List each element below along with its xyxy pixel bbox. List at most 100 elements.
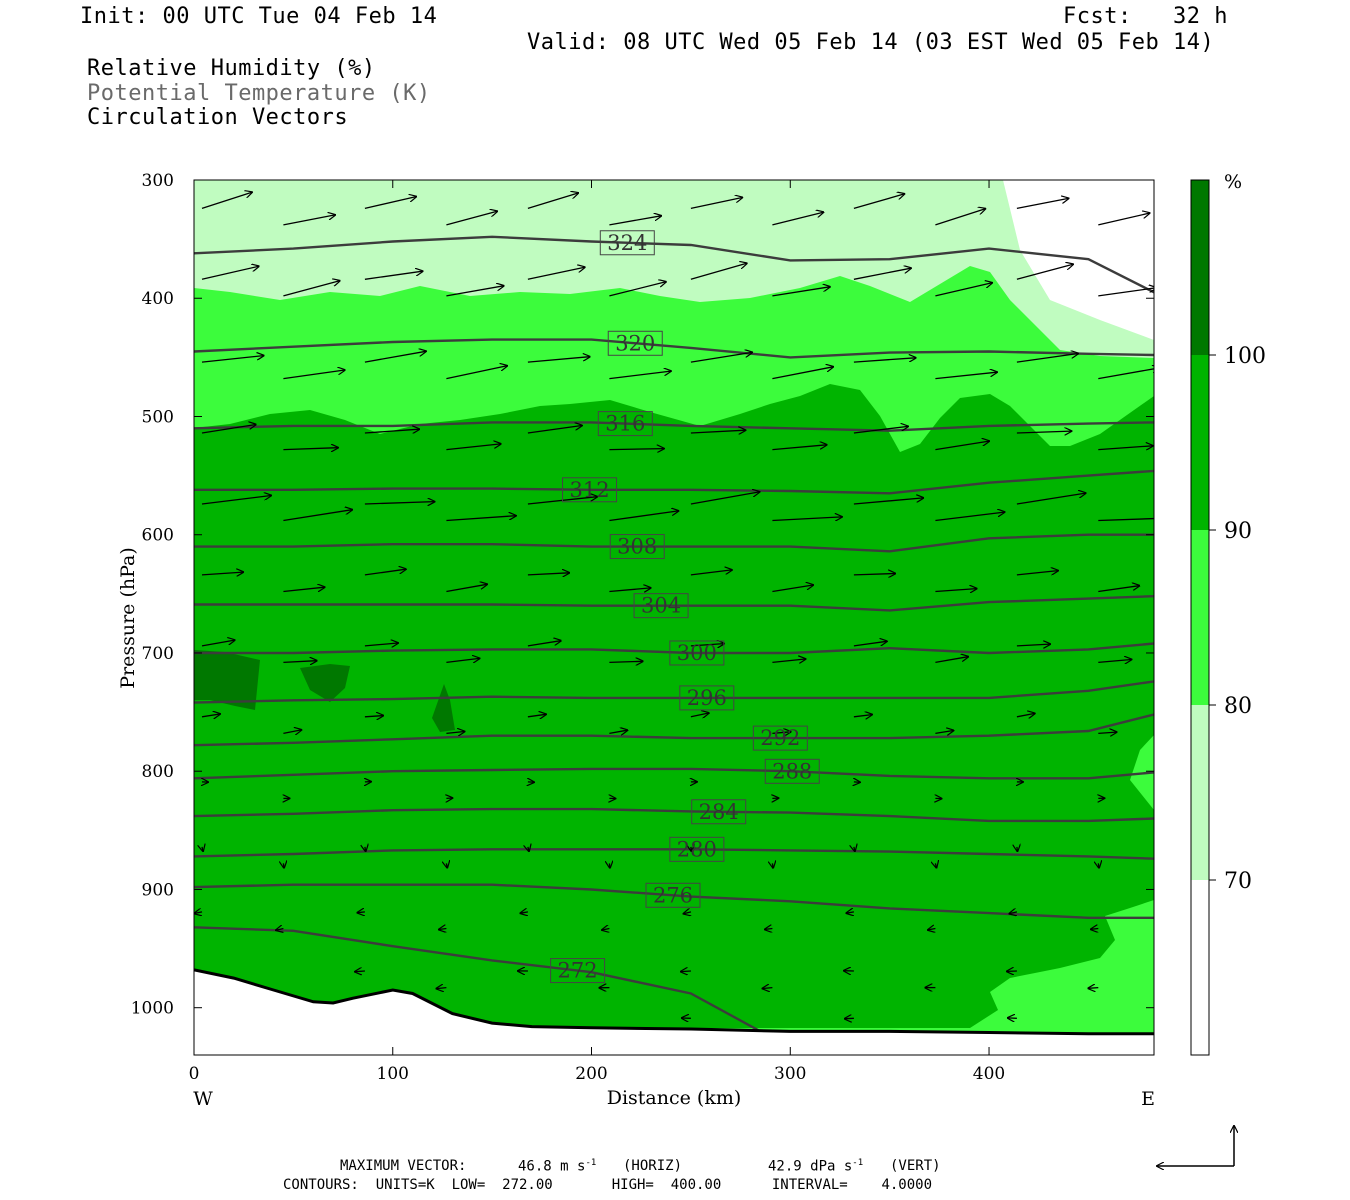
circulation-vector — [772, 212, 823, 226]
theta-label-280: 280 — [677, 837, 717, 861]
circulation-vector — [1098, 368, 1154, 380]
theta-contour-300 — [194, 642, 1154, 655]
y-axis-label: Pressure (hPa) — [117, 547, 139, 689]
colorbar-frame — [1190, 179, 1210, 1056]
circulation-vector — [853, 194, 904, 210]
circulation-vector — [364, 197, 416, 210]
theta-label-box-284 — [691, 799, 747, 825]
circulation-vector — [528, 847, 529, 851]
colorbar-label-90: 90 — [1224, 519, 1252, 544]
y-tick-label-800: 800 — [142, 762, 174, 782]
colorbar-label-70: 70 — [1224, 869, 1252, 894]
colorbar-band-80-90 — [1191, 530, 1209, 705]
circulation-vector — [765, 929, 773, 930]
circulation-vector — [1098, 517, 1154, 522]
circulation-vector — [853, 358, 916, 363]
theta-label-box-304 — [633, 593, 689, 619]
circulation-vector — [772, 585, 813, 593]
theta-label-box-324 — [599, 230, 655, 256]
circulation-vector — [609, 588, 650, 592]
circulation-vector — [527, 193, 578, 210]
theta-contour-292 — [194, 713, 1154, 747]
colorbar-band-70-80 — [1191, 705, 1209, 880]
circulation-vector — [935, 441, 989, 451]
circulation-vector — [283, 370, 344, 380]
circulation-vector — [1010, 912, 1017, 914]
init-time: Init: 00 UTC Tue 04 Feb 14 — [80, 4, 438, 29]
y-tick-label-600: 600 — [142, 526, 174, 546]
circulation-vector — [690, 352, 752, 363]
circulation-vector — [853, 715, 872, 717]
circulation-vector — [283, 215, 335, 226]
x-tick-label-100: 100 — [377, 1064, 409, 1084]
circulation-vector — [364, 716, 383, 717]
circulation-vector — [681, 971, 691, 972]
theta-label-box-272 — [550, 958, 606, 984]
y-tick-label-300: 300 — [142, 171, 174, 191]
reference-vector — [1157, 1126, 1234, 1166]
circulation-vector — [364, 569, 406, 576]
rh-100-region-c — [432, 684, 455, 732]
theta-label-box-300 — [669, 640, 725, 666]
theta-label-box-288 — [764, 758, 820, 784]
x-tick-label-0: 0 — [189, 1064, 200, 1084]
rh-colorbar: % 70 80 90 100 — [1190, 171, 1266, 1056]
valid-time: Valid: 08 UTC Wed 05 Feb 14 (03 EST Wed … — [527, 30, 1215, 55]
circulation-vector — [201, 714, 220, 717]
circulation-vector — [283, 730, 301, 734]
theta-label-box-316 — [597, 411, 653, 437]
circulation-vector — [195, 912, 202, 914]
circulation-vector — [602, 929, 609, 931]
theta-label-308: 308 — [617, 535, 657, 559]
circulation-vector — [935, 283, 992, 297]
circulation-vector — [446, 366, 507, 380]
west-label: W — [193, 1088, 213, 1110]
circulation-vector — [690, 492, 760, 505]
circulation-vector — [446, 863, 447, 867]
circulation-vector — [772, 659, 805, 662]
circulation-vector — [202, 847, 203, 851]
theta-contour-284 — [194, 807, 1154, 823]
circulation-vector — [853, 426, 908, 434]
circulation-vector — [935, 657, 968, 664]
circulation-vector — [772, 732, 790, 734]
circulation-vector — [690, 713, 709, 717]
circulation-vector — [1016, 354, 1078, 363]
circulation-vector — [437, 988, 447, 989]
colorbar-band-below-70 — [1191, 880, 1209, 1055]
circulation-vector — [446, 444, 500, 451]
circulation-vector — [365, 847, 366, 851]
colorbar-unit: % — [1224, 171, 1242, 193]
theta-label-316: 316 — [605, 412, 645, 436]
circulation-vector — [935, 372, 997, 380]
theta-contours — [194, 235, 1154, 1033]
x-tick-label-200: 200 — [575, 1064, 607, 1084]
circulation-vector — [1098, 288, 1154, 297]
forecast-hour: Fcst: 32 h — [1063, 4, 1228, 29]
theta-label-276: 276 — [653, 883, 693, 907]
theta-label-box-276 — [645, 882, 701, 908]
colorbar-band-90-100 — [1191, 355, 1209, 530]
circulation-vector — [690, 430, 745, 433]
circulation-vector — [1098, 660, 1131, 663]
circulation-vector — [1017, 847, 1018, 851]
theta-label-304: 304 — [641, 594, 681, 618]
circulation-vector — [609, 449, 663, 450]
circulation-vector — [446, 658, 479, 662]
circulation-vector — [527, 267, 585, 280]
theta-label-312: 312 — [569, 478, 609, 502]
circulation-vector — [1098, 863, 1099, 867]
circulation-vector — [358, 912, 365, 913]
theta-contour-labels: 324 320 316 312 308 304 300 296 292 288 284 280 276 2… — [550, 230, 820, 984]
y-tick-label-1000: 1000 — [131, 999, 174, 1019]
ground-surface — [194, 968, 1154, 1055]
circulation-vector — [446, 732, 464, 734]
circulation-vector — [201, 356, 264, 363]
theta-label-288: 288 — [772, 759, 812, 783]
circulation-vector — [690, 263, 747, 280]
theta-contour-320 — [194, 338, 1154, 359]
circulation-vector — [364, 271, 423, 280]
circulation-vector — [1016, 493, 1086, 505]
circulation-vector — [690, 198, 742, 210]
